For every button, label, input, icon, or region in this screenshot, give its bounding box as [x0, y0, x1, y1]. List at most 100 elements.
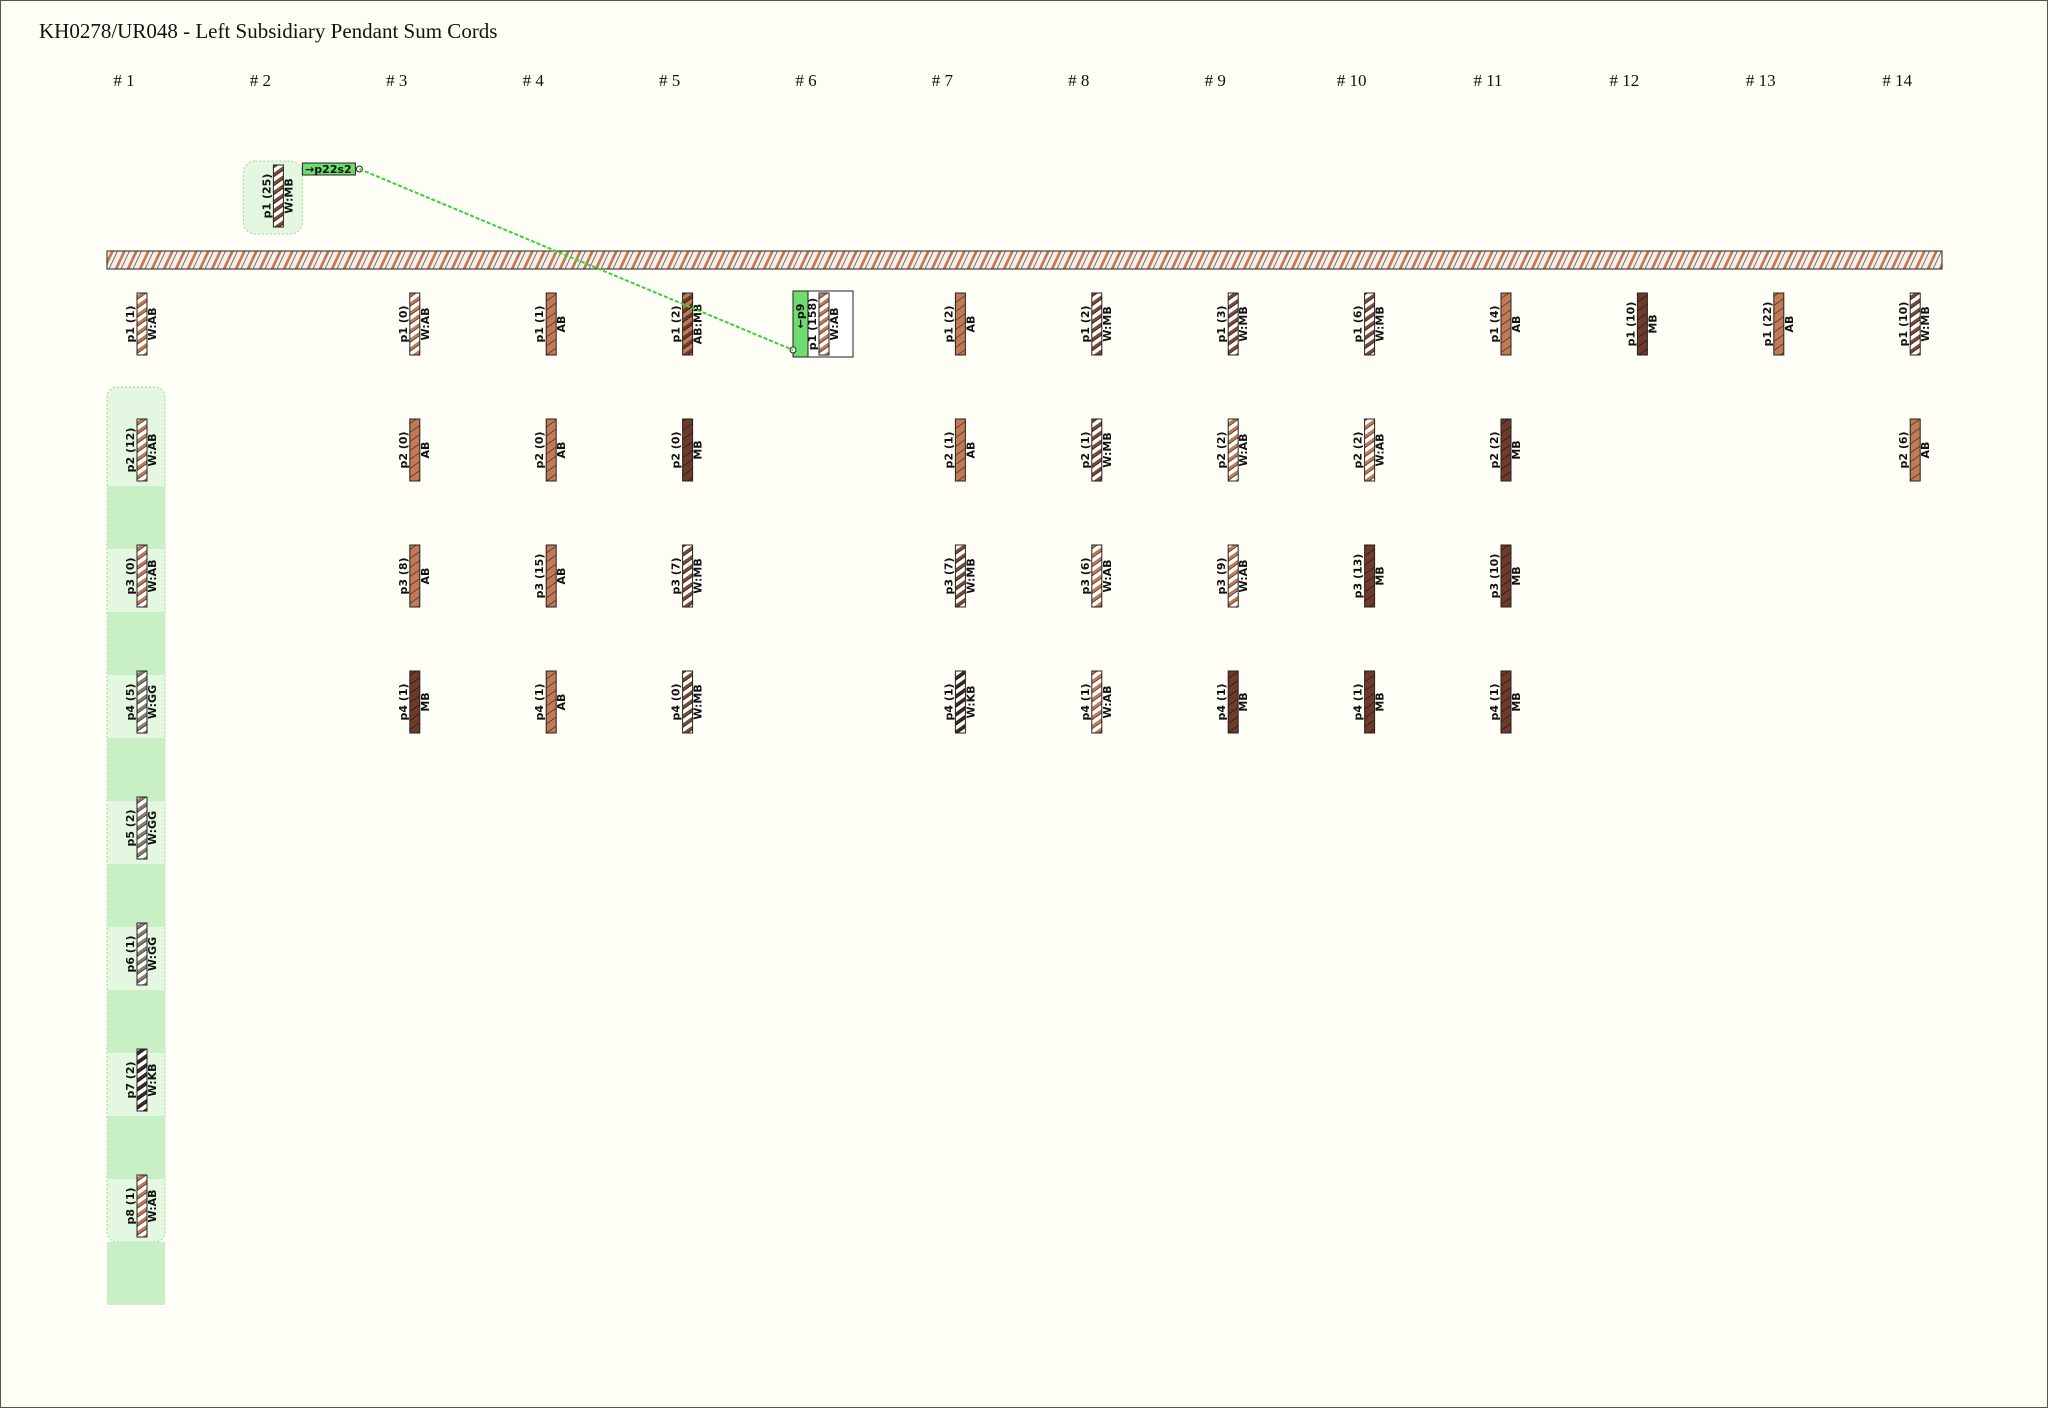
cord-label: p2 (1): [1079, 431, 1092, 468]
cord-label: p2 (6): [1897, 431, 1910, 468]
cord-color: AB: [555, 316, 568, 333]
cord-label: p6 (1): [124, 935, 137, 972]
cord: [1909, 418, 1921, 482]
cord-label: p3 (13): [1352, 554, 1365, 599]
cord-label: p2 (2): [1488, 431, 1501, 468]
subsidiary-band: [107, 990, 165, 1053]
cord-color: W:AB: [1101, 559, 1114, 592]
cord-color: W:AB: [146, 1189, 159, 1222]
cord-label: p3 (0): [124, 557, 137, 594]
cord: [409, 544, 421, 608]
cord: [136, 1048, 148, 1112]
cord: [272, 164, 284, 228]
column-label: # 5: [659, 71, 680, 90]
cord-color: MB: [1374, 692, 1387, 711]
cord-label: p1 (2): [1079, 305, 1092, 342]
cord-label: p1 (10): [1624, 302, 1637, 347]
cord-color: AB: [419, 442, 432, 459]
cord-color: AB: [1919, 442, 1932, 459]
cord-color: MB: [692, 440, 705, 459]
cord-label: p3 (15): [533, 554, 546, 599]
cord: [1091, 418, 1103, 482]
subsidiary-band: [107, 1116, 165, 1179]
cord: [136, 292, 148, 356]
cord-color: MB: [1510, 566, 1523, 585]
cord-color: W:GG: [146, 685, 159, 719]
cord: [136, 922, 148, 986]
cord-label: p4 (1): [1488, 683, 1501, 720]
cord: [1500, 670, 1512, 734]
cord: [1364, 544, 1376, 608]
cord-color: W:MB: [692, 558, 705, 594]
cord-color: MB: [1237, 692, 1250, 711]
cord-label: p5 (2): [124, 809, 137, 846]
cord: [136, 1174, 148, 1238]
cord-label: p3 (6): [1079, 557, 1092, 594]
cord: [1500, 544, 1512, 608]
column-label: # 1: [113, 71, 134, 90]
cord-color: W:GG: [146, 811, 159, 845]
cord-color: AB: [1783, 316, 1796, 333]
column-label: # 6: [795, 71, 816, 90]
cord-label: p7 (2): [124, 1061, 137, 1098]
column-label: # 7: [932, 71, 954, 90]
column-label: # 12: [1610, 71, 1640, 90]
cord-label: p1 (2): [942, 305, 955, 342]
cord-label: p1 (4): [1488, 305, 1501, 342]
cord-label: p4 (1): [397, 683, 410, 720]
cord: [818, 292, 830, 356]
primary-cord: [106, 250, 1943, 270]
cord-label: p1 (1): [124, 305, 137, 342]
column-label: # 2: [250, 71, 271, 90]
cord: [1364, 418, 1376, 482]
cord-label: p4 (1): [942, 683, 955, 720]
cord-label: p4 (1): [1352, 683, 1365, 720]
subsidiary-band: [107, 612, 165, 675]
cord-label: p3 (7): [942, 557, 955, 594]
cord: [136, 670, 148, 734]
cord-label: p4 (1): [533, 683, 546, 720]
cord: [682, 292, 694, 356]
cord: [409, 670, 421, 734]
cord-label: p1 (25): [260, 174, 273, 219]
cord-color: AB: [964, 442, 977, 459]
subsidiary-band: [107, 864, 165, 927]
cord: [682, 544, 694, 608]
cord-label: p2 (12): [124, 428, 137, 473]
cord-label: p2 (2): [1352, 431, 1365, 468]
cord-color: AB: [555, 568, 568, 585]
cord-color: W:MB: [692, 684, 705, 720]
cord-color: W:AB: [1237, 559, 1250, 592]
cord-color: W:MB: [1919, 306, 1932, 342]
cord-label: p1 (22): [1761, 302, 1774, 347]
cord: [1364, 292, 1376, 356]
cord-label: p2 (0): [670, 431, 683, 468]
link-box: [792, 290, 809, 358]
cord: [1227, 670, 1239, 734]
cord-color: W:MB: [1101, 306, 1114, 342]
cord: [1636, 292, 1648, 356]
cord-color: MB: [1510, 692, 1523, 711]
cord-label: p1 (6): [1352, 305, 1365, 342]
cord: [954, 544, 966, 608]
cord-label: p4 (1): [1215, 683, 1228, 720]
cord-color: MB: [419, 692, 432, 711]
cord-color: AB: [555, 694, 568, 711]
cord-label: p1 (158): [806, 298, 819, 350]
cord-color: AB: [555, 442, 568, 459]
cord: [1091, 670, 1103, 734]
cord-color: W:AB: [1374, 433, 1387, 466]
cord-color: MB: [1510, 440, 1523, 459]
cord-label: p3 (7): [670, 557, 683, 594]
cord-label: p2 (0): [533, 431, 546, 468]
cord: [136, 418, 148, 482]
cord: [1091, 292, 1103, 356]
cord-color: MB: [1374, 566, 1387, 585]
cord-label: p2 (2): [1215, 431, 1228, 468]
link-box: [301, 162, 356, 176]
cord-label: p1 (3): [1215, 305, 1228, 342]
cord-color: AB: [419, 568, 432, 585]
cord-color: W:KB: [146, 1063, 159, 1096]
